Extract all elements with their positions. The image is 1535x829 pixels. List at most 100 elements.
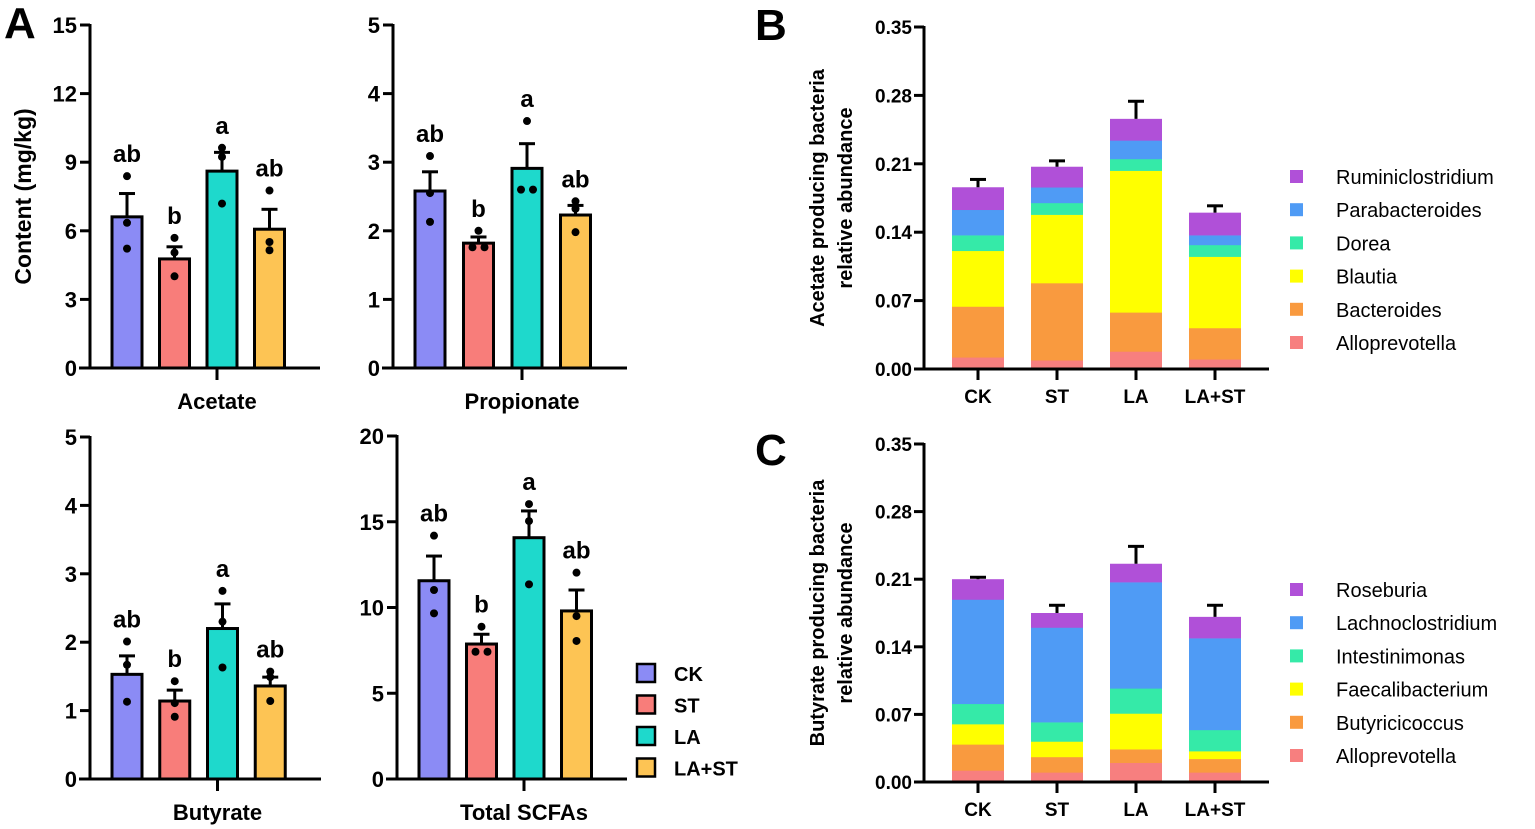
data-point	[572, 568, 581, 577]
data-point	[170, 248, 179, 257]
bar-segment-ruminiclostridium	[1031, 166, 1083, 188]
significance-letter: b	[474, 592, 489, 619]
legend-label: ST	[674, 696, 700, 718]
data-point	[525, 500, 533, 509]
taxa-legend: Ruminiclostridium Parabacteroides Dorea Bla…	[1290, 167, 1494, 355]
bar-segment-alloprevotella	[1189, 772, 1241, 783]
data-point	[218, 143, 226, 152]
bar-segment-butyricicoccus	[1110, 749, 1162, 763]
significance-letter: a	[522, 469, 536, 496]
y-tick-label: 0.35	[875, 435, 912, 456]
bar-segment-ruminiclostridium	[1110, 118, 1162, 141]
data-point	[123, 172, 131, 181]
legend-label: Parabacteroides	[1336, 200, 1482, 222]
bar-segment-alloprevotella	[1189, 359, 1241, 370]
legend-swatch	[1290, 203, 1303, 217]
legend-label: Butyricicoccus	[1336, 713, 1464, 735]
bar-st	[465, 642, 498, 781]
chart-propionate: 0 1 2 3 4 5 Propionate ab b a ab	[368, 13, 627, 414]
data-point	[471, 647, 480, 656]
data-point	[218, 617, 227, 626]
legend-swatch	[635, 725, 657, 747]
data-point	[170, 712, 179, 721]
x-tick-label: CK	[964, 800, 992, 821]
bar-segment-blautia	[1189, 256, 1241, 329]
y-tick-label: 12	[53, 82, 77, 107]
bar-st	[158, 699, 192, 781]
legend-label: CK	[674, 664, 703, 686]
significance-letter: ab	[113, 141, 141, 168]
y-tick-label: 0.35	[875, 18, 912, 39]
chart-total-scfas: 0 5 10 15 20 Total SCFAs ab b a ab	[360, 424, 627, 825]
data-point	[266, 667, 275, 676]
y-axis-label-line2: relative abundance	[835, 522, 857, 703]
legend-swatch	[1290, 749, 1303, 762]
y-tick-label: 6	[65, 219, 77, 244]
bar-segment-roseburia	[1110, 563, 1162, 583]
data-point	[523, 117, 531, 126]
x-tick-label: ST	[1045, 800, 1070, 821]
legend-label: Dorea	[1336, 233, 1391, 255]
y-tick-label: 0.00	[875, 773, 912, 794]
bar-segment-bacteroides	[952, 306, 1004, 358]
bar-segment-blautia	[1031, 214, 1083, 284]
bar-segment-alloprevotella	[1031, 360, 1083, 370]
bar-segment-dorea	[952, 235, 1004, 252]
bar-segment-butyricicoccus	[952, 744, 1004, 771]
bar-segment-butyricicoccus	[1189, 758, 1241, 773]
data-point	[430, 609, 438, 618]
legend-label: Alloprevotella	[1336, 746, 1457, 768]
x-tick-label: ST	[1045, 387, 1070, 408]
data-point	[123, 660, 131, 669]
data-point	[265, 238, 274, 247]
bar-segment-alloprevotella	[952, 357, 1004, 370]
legend-label: Bacteroides	[1336, 300, 1442, 322]
bar-la-st	[559, 213, 592, 370]
bar-segment-parabacteroides	[1031, 187, 1083, 204]
data-point	[517, 185, 525, 194]
legend-swatch	[635, 757, 657, 778]
data-point	[170, 272, 179, 281]
y-tick-label: 0.00	[875, 360, 912, 381]
bar-ck	[110, 672, 144, 781]
legend-label: Alloprevotella	[1336, 333, 1457, 355]
y-tick-label: 3	[368, 150, 380, 175]
bar-segment-intestinimonas	[1189, 729, 1241, 752]
bar-segment-dorea	[1031, 202, 1083, 215]
bar-segment-dorea	[1110, 158, 1162, 171]
y-tick-label: 3	[65, 287, 77, 312]
x-axis-label: Acetate	[177, 389, 256, 414]
y-tick-label: 0	[372, 767, 384, 792]
significance-letter: a	[520, 86, 534, 113]
bar-segment-lachnoclostridium	[952, 599, 1004, 705]
panel-label-a: A	[4, 0, 36, 48]
bar-segment-dorea	[1189, 244, 1241, 257]
legend-swatch	[1290, 616, 1303, 630]
data-point	[571, 228, 580, 237]
legend-swatch	[1290, 336, 1303, 349]
bar-la-st	[560, 609, 593, 781]
legend-swatch	[1290, 715, 1303, 729]
bar-ck	[110, 215, 144, 370]
data-point	[123, 637, 131, 646]
significance-letter: ab	[561, 166, 589, 193]
y-axis-label: Content (mg/kg)	[10, 108, 36, 284]
legend-label: Roseburia	[1336, 580, 1428, 602]
y-tick-label: 3	[65, 562, 77, 587]
legend-swatch	[1290, 649, 1303, 663]
significance-letter: b	[471, 196, 486, 223]
taxa-legend: Roseburia Lachnoclostridium Intestinimonas…	[1290, 580, 1497, 768]
data-point	[572, 636, 581, 645]
bar-segment-butyricicoccus	[1031, 756, 1083, 773]
y-tick-label: 5	[372, 681, 384, 706]
significance-letter: ab	[416, 121, 444, 148]
bar-segment-intestinimonas	[1031, 722, 1083, 742]
bar-segment-intestinimonas	[952, 703, 1004, 725]
bar-segment-roseburia	[1031, 613, 1083, 628]
x-tick-label: LA	[1123, 387, 1149, 408]
data-point	[426, 152, 434, 161]
significance-letter: ab	[113, 607, 141, 634]
x-axis-label: Total SCFAs	[460, 800, 588, 825]
